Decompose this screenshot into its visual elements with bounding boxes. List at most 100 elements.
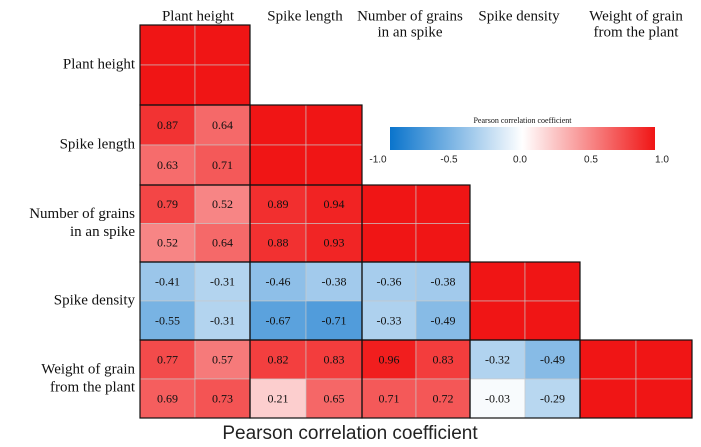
heatmap-cell [524,261,581,302]
cell-label: -0.67 [266,313,291,327]
heatmap-cell [361,378,417,419]
heatmap-cell [305,184,363,224]
cell-label: -0.36 [377,274,402,288]
cell-label: 0.57 [212,352,233,366]
cell-label: 0.64 [212,118,233,132]
heatmap-cell [194,184,251,224]
row-label: in an spike [70,224,135,240]
heatmap-cell [305,339,363,380]
cell-label: 0.73 [212,391,233,405]
cell-label: 0.52 [157,236,178,250]
cell-label: 0.71 [212,158,233,172]
heatmap-cell [249,144,307,186]
cell-label: -0.38 [322,274,347,288]
cell-label: 0.72 [433,391,454,405]
heatmap-cell [194,300,251,341]
heatmap-cell [194,223,251,263]
heatmap-cell [249,300,307,341]
heatmap-cell [249,104,307,146]
colorbar-tick-label: 0.5 [584,155,598,166]
heatmap-cell [305,300,363,341]
heatmap-cell [194,104,251,146]
heatmap-cell [194,144,251,186]
heatmap-cell [139,24,196,66]
cell-label: -0.03 [485,391,510,405]
cell-label: 0.88 [268,236,289,250]
cell-label: -0.31 [210,274,235,288]
heatmap-cell [361,300,417,341]
column-label: from the plant [594,24,680,40]
cell-label: -0.33 [377,313,402,327]
heatmap-cell [415,261,471,302]
heatmap-cell [139,300,196,341]
cell-label: 0.83 [433,352,454,366]
cell-label: 0.89 [268,197,289,211]
heatmap-cell [469,261,526,302]
column-label: Number of grains [357,8,463,24]
heatmap-cell [194,24,251,66]
heatmap-cell [139,64,196,106]
heatmap-cell [305,223,363,263]
colorbar-tick-label: -0.5 [440,155,458,166]
cell-label: -0.46 [266,274,291,288]
heatmap-cell [415,223,471,263]
heatmap-cell [139,104,196,146]
cell-label: 0.94 [324,197,345,211]
cell-label: 0.52 [212,197,233,211]
cell-label: 0.82 [268,352,289,366]
heatmap-cell [524,378,581,419]
cell-label: 0.77 [157,352,178,366]
colorbar-title: Pearson correlation coefficient [473,116,572,125]
heatmap-cell [469,378,526,419]
column-label: Plant height [162,8,235,24]
column-label: Weight of grain [589,8,683,24]
heatmap-cell [139,339,196,380]
cell-label: -0.38 [431,274,456,288]
heatmap-cell [249,339,307,380]
cell-label: 0.69 [157,391,178,405]
chart-title: Pearson correlation coefficient [222,423,478,444]
row-label: Spike length [60,136,136,152]
cell-label: 0.64 [212,236,233,250]
heatmap-cell [139,261,196,302]
row-label: Weight of grain [41,361,135,377]
cell-label: 0.93 [324,236,345,250]
heatmap-cell [415,378,471,419]
colorbar-tick-label: 0.0 [513,155,527,166]
cell-label: 0.87 [157,118,178,132]
cell-label: 0.96 [379,352,400,366]
heatmap-cell [361,184,417,224]
cell-label: -0.49 [540,352,565,366]
cell-label: 0.83 [324,352,345,366]
heatmap-cell [579,378,637,419]
heatmap-cell [305,144,363,186]
heatmap-cell [635,378,693,419]
cell-label: 0.79 [157,197,178,211]
heatmap-cell [305,261,363,302]
heatmap-cell [361,339,417,380]
heatmap-cell [635,339,693,380]
heatmap-cell [469,300,526,341]
row-label: Plant height [63,56,136,72]
cell-label: 0.71 [379,391,400,405]
row-label: Number of grains [29,206,135,222]
cell-label: -0.31 [210,313,235,327]
row-label: Spike density [54,292,136,308]
heatmap-cell [194,64,251,106]
heatmap-cell [305,378,363,419]
heatmap-cell [524,300,581,341]
cell-label: -0.71 [322,313,347,327]
heatmap-cell [139,184,196,224]
column-label: Spike density [478,8,560,24]
cell-label: -0.55 [155,313,180,327]
heatmap-cell [139,144,196,186]
cell-label: -0.49 [431,313,456,327]
cell-label: -0.32 [485,352,510,366]
colorbar-tick-label: -1.0 [369,155,387,166]
heatmap-cell [249,378,307,419]
cell-label: 0.65 [324,391,345,405]
heatmap-cell [361,223,417,263]
cell-label: -0.29 [540,391,565,405]
row-label: from the plant [50,379,136,395]
